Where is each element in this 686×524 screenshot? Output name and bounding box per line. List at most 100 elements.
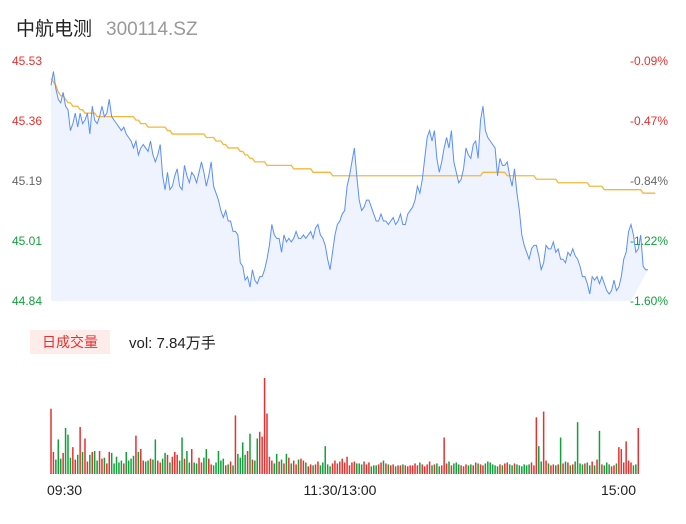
volume-bar — [501, 465, 504, 474]
volume-bar — [178, 460, 181, 474]
volume-bar — [67, 434, 69, 474]
volume-bar — [52, 451, 55, 474]
volume-bar — [584, 463, 586, 474]
volume-bar — [89, 454, 91, 474]
volume-bar — [574, 461, 576, 474]
volume-bar — [581, 464, 584, 474]
volume-bar — [603, 465, 606, 474]
volume-bar — [181, 437, 183, 474]
volume-bar — [314, 464, 317, 474]
volume-bar — [324, 446, 326, 474]
volume-bar — [249, 433, 251, 474]
volume-bar — [164, 452, 166, 474]
volume-bar — [632, 465, 635, 474]
volume-bar — [110, 452, 113, 474]
volume-bar — [356, 463, 358, 474]
volume-bar — [440, 465, 443, 474]
volume-bar — [484, 463, 487, 474]
y-tick-left: 44.84 — [12, 294, 42, 308]
volume-bar — [166, 454, 169, 474]
volume-bar — [76, 454, 79, 474]
volume-bar — [118, 462, 120, 474]
volume-bar — [86, 461, 89, 474]
volume-bar — [149, 458, 152, 474]
volume-bar — [215, 462, 217, 474]
volume-bar — [275, 453, 278, 474]
volume-bar — [552, 464, 555, 474]
volume-bar — [288, 457, 290, 474]
volume-bar — [140, 449, 142, 474]
volume-bar — [285, 453, 288, 474]
volume-bar — [91, 451, 94, 474]
volume-bar — [115, 456, 118, 474]
volume-bar — [438, 466, 441, 474]
volume-bar — [261, 436, 263, 474]
volume-bar — [598, 430, 601, 474]
price-line — [50, 71, 648, 295]
volume-bar — [290, 463, 292, 474]
volume-bar — [390, 465, 392, 474]
volume-bar — [521, 466, 523, 474]
volume-bar — [81, 451, 84, 474]
volume-bar — [266, 413, 268, 474]
volume-bar — [506, 462, 508, 474]
volume-bar — [343, 462, 346, 474]
volume-bar — [336, 463, 339, 474]
volume-bar — [297, 459, 300, 474]
y-tick-left: 45.01 — [12, 234, 42, 248]
volume-bar — [309, 464, 312, 474]
volume-bar — [474, 462, 477, 474]
volume-bar — [280, 459, 283, 474]
volume-bar — [55, 459, 57, 474]
volume-bar — [217, 450, 220, 474]
volume-bar — [499, 464, 501, 474]
volume-bar — [154, 439, 157, 474]
volume-bar — [113, 463, 115, 474]
volume-bar — [542, 411, 545, 474]
volume-bar — [409, 465, 411, 474]
volume-bar — [516, 464, 518, 474]
stock-header: 中航电测 300114.SZ — [16, 14, 198, 40]
volume-bar — [348, 465, 351, 474]
volume-bar — [123, 463, 125, 474]
volume-bar — [394, 466, 397, 474]
volume-bar — [385, 463, 387, 474]
volume-bar — [147, 460, 149, 474]
volume-bar — [467, 465, 470, 474]
volume-bar — [487, 461, 489, 474]
volume-bar — [169, 462, 171, 474]
volume-bar — [380, 462, 382, 474]
volume-bar — [258, 431, 261, 474]
volume-bar — [353, 461, 356, 474]
volume-bar — [399, 465, 402, 474]
volume-bar — [414, 463, 416, 474]
volume-bar — [540, 461, 542, 474]
volume-bar — [518, 465, 521, 474]
volume-bar — [530, 462, 533, 474]
volume-bar — [256, 438, 259, 474]
volume-bar — [615, 463, 618, 474]
volume-bar — [339, 461, 341, 474]
volume-bar — [421, 464, 424, 474]
volume-bar — [59, 458, 62, 474]
volume-bar — [57, 439, 60, 474]
volume-bar — [433, 464, 436, 474]
volume-bar — [174, 451, 176, 474]
volume-bar — [443, 437, 445, 474]
volume-bar — [222, 458, 225, 474]
volume-bar — [365, 464, 368, 474]
volume-bar — [436, 463, 438, 474]
volume-bar — [494, 465, 496, 474]
volume-bar — [564, 461, 567, 474]
volume-bar — [504, 463, 506, 474]
volume-bar — [64, 427, 67, 474]
volume-bar — [613, 465, 615, 474]
volume-bar — [263, 378, 266, 474]
volume-bar — [319, 465, 322, 474]
volume-bar — [120, 460, 123, 474]
volume-bar — [127, 460, 130, 474]
volume-bar — [108, 451, 110, 474]
volume-period-tag[interactable]: 日成交量 — [30, 330, 110, 354]
y-tick-right: -1.60% — [630, 294, 668, 308]
